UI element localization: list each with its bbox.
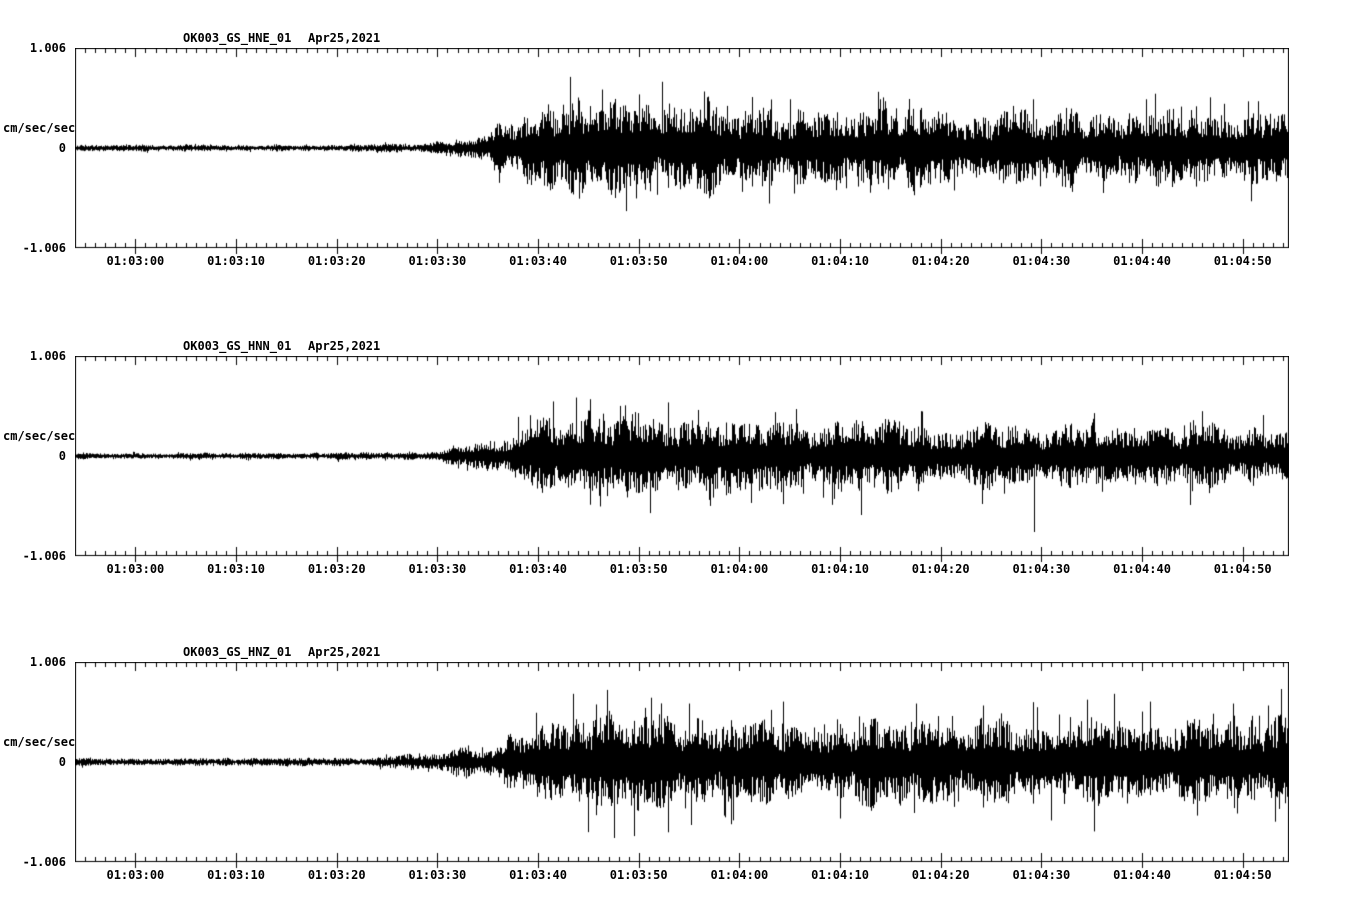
x-tick-label: 01:04:10 — [811, 254, 869, 268]
y-axis-max-label: 1.006 — [29, 349, 66, 363]
y-axis-units-label: cm/sec/sec — [3, 429, 76, 443]
x-tick-label: 01:03:20 — [307, 868, 366, 882]
x-axis-labels: 01:03:00 01:03:10 01:03:20 01:03:30 01:03:40… — [0, 254, 1358, 272]
x-tick-label: 01:03:50 — [609, 254, 668, 268]
trace-title-date: Apr25,2021 — [308, 645, 381, 659]
x-tick-label: 01:03:40 — [509, 562, 567, 576]
x-tick-label: 01:04:10 — [811, 868, 869, 882]
x-axis-labels: 01:03:00 01:03:10 01:03:20 01:03:30 01:03:40… — [0, 868, 1358, 886]
y-axis-zero-label: 0 — [58, 141, 66, 155]
y-axis-min-label: -1.006 — [22, 241, 66, 255]
x-tick-label: 01:03:30 — [408, 254, 467, 268]
y-axis-units-label: cm/sec/sec — [3, 735, 76, 749]
x-tick-label: 01:03:50 — [609, 562, 668, 576]
y-axis-zero-label: 0 — [58, 755, 66, 769]
x-tick-label: 01:03:10 — [207, 254, 265, 268]
x-tick-label: 01:04:50 — [1213, 868, 1272, 882]
seismogram-canvas-hnz — [75, 662, 1289, 884]
x-tick-label: 01:04:40 — [1113, 868, 1171, 882]
x-tick-label: 01:04:40 — [1113, 562, 1171, 576]
y-axis-zero-label: 0 — [58, 449, 66, 463]
x-tick-label: 01:03:10 — [207, 868, 265, 882]
y-axis-units-label: cm/sec/sec — [3, 121, 76, 135]
x-tick-label: 01:03:10 — [207, 562, 265, 576]
x-tick-label: 01:04:40 — [1113, 254, 1171, 268]
x-tick-label: 01:03:20 — [307, 562, 366, 576]
y-axis-min-label: -1.006 — [22, 549, 66, 563]
x-tick-label: 01:04:30 — [1012, 254, 1071, 268]
x-tick-label: 01:03:30 — [408, 868, 467, 882]
x-tick-label: 01:03:00 — [106, 562, 165, 576]
trace-title-station: OK003_GS_HNE_01 — [183, 31, 292, 45]
y-axis-min-label: -1.006 — [22, 855, 66, 869]
x-tick-label: 01:04:50 — [1213, 254, 1272, 268]
x-tick-label: 01:04:20 — [911, 868, 970, 882]
x-tick-label: 01:04:00 — [710, 562, 769, 576]
x-tick-label: 01:04:50 — [1213, 562, 1272, 576]
x-tick-label: 01:04:00 — [710, 868, 769, 882]
x-tick-label: 01:04:20 — [911, 562, 970, 576]
x-tick-label: 01:04:00 — [710, 254, 769, 268]
seismogram-canvas-hnn — [75, 356, 1289, 578]
x-tick-label: 01:04:20 — [911, 254, 970, 268]
x-tick-label: 01:03:40 — [509, 868, 567, 882]
x-tick-label: 01:04:30 — [1012, 562, 1071, 576]
x-tick-label: 01:03:50 — [609, 868, 668, 882]
x-tick-label: 01:04:30 — [1012, 868, 1071, 882]
trace-title-station: OK003_GS_HNN_01 — [183, 339, 292, 353]
x-axis-labels: 01:03:00 01:03:10 01:03:20 01:03:30 01:03:40… — [0, 562, 1358, 580]
x-tick-label: 01:04:10 — [811, 562, 869, 576]
y-axis-max-label: 1.006 — [29, 655, 66, 669]
x-tick-label: 01:03:00 — [106, 868, 165, 882]
seismogram-panel-hne: OK003_GS_HNE_01 Apr25,2021 1.006 cm/sec/… — [0, 0, 1358, 300]
x-tick-label: 01:03:00 — [106, 254, 165, 268]
x-tick-label: 01:03:40 — [509, 254, 567, 268]
seismogram-panel-hnz: OK003_GS_HNZ_01 Apr25,2021 1.006 cm/sec/… — [0, 614, 1358, 914]
trace-title-date: Apr25,2021 — [308, 339, 381, 353]
x-tick-label: 01:03:20 — [307, 254, 366, 268]
x-tick-label: 01:03:30 — [408, 562, 467, 576]
seismogram-panel-hnn: OK003_GS_HNN_01 Apr25,2021 1.006 cm/sec/… — [0, 308, 1358, 608]
y-axis-max-label: 1.006 — [29, 41, 66, 55]
trace-title-date: Apr25,2021 — [308, 31, 381, 45]
trace-title-station: OK003_GS_HNZ_01 — [183, 645, 292, 659]
seismogram-canvas-hne — [75, 48, 1289, 270]
